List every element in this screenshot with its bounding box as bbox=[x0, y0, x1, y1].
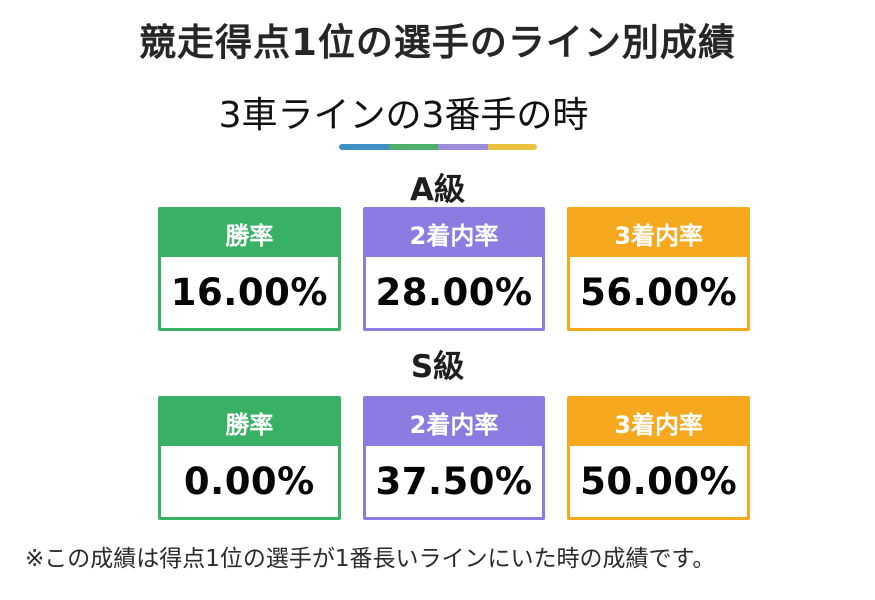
stat-card-label: 3着内率 bbox=[570, 399, 748, 446]
stat-card-label: 勝率 bbox=[160, 210, 338, 257]
divider-segment-blue bbox=[339, 144, 389, 150]
stat-card-value: 50.00% bbox=[570, 446, 748, 517]
decorative-color-divider bbox=[339, 144, 537, 150]
stat-card-label: 3着内率 bbox=[570, 210, 748, 257]
stat-card-label: 2着内率 bbox=[365, 210, 543, 257]
stat-card-value: 56.00% bbox=[570, 257, 748, 328]
divider-segment-yellow bbox=[487, 144, 537, 150]
stat-card-s-win-rate: 勝率 0.00% bbox=[158, 396, 341, 520]
stat-card-s-top3-rate: 3着内率 50.00% bbox=[567, 396, 751, 520]
page-title: 競走得点1位の選手のライン別成績 bbox=[139, 21, 736, 64]
divider-segment-green bbox=[388, 144, 438, 150]
section-heading-a-class: A級 bbox=[410, 172, 465, 208]
stat-card-value: 0.00% bbox=[161, 446, 338, 517]
divider-segment-purple bbox=[438, 144, 488, 150]
stat-card-a-win-rate: 勝率 16.00% bbox=[158, 207, 341, 331]
stat-card-label: 2着内率 bbox=[365, 399, 543, 446]
stat-card-s-top2-rate: 2着内率 37.50% bbox=[362, 396, 546, 520]
stat-card-a-top2-rate: 2着内率 28.00% bbox=[362, 207, 546, 331]
section-heading-s-class: S級 bbox=[410, 349, 465, 385]
stat-card-label: 勝率 bbox=[160, 399, 338, 446]
footnote: ※この成績は得点1位の選手が1番長いラインにいた時の成績です。 bbox=[25, 546, 716, 572]
stat-card-value: 16.00% bbox=[161, 257, 338, 328]
stat-card-value: 37.50% bbox=[365, 446, 543, 517]
page-subtitle: 3車ラインの3番手の時 bbox=[218, 95, 589, 136]
stat-card-a-top3-rate: 3着内率 56.00% bbox=[567, 207, 751, 331]
stats-row-a-class: 勝率 16.00% 2着内率 28.00% 3着内率 56.00% bbox=[158, 207, 751, 331]
stat-card-value: 28.00% bbox=[365, 257, 543, 328]
stats-row-s-class: 勝率 0.00% 2着内率 37.50% 3着内率 50.00% bbox=[158, 396, 751, 520]
